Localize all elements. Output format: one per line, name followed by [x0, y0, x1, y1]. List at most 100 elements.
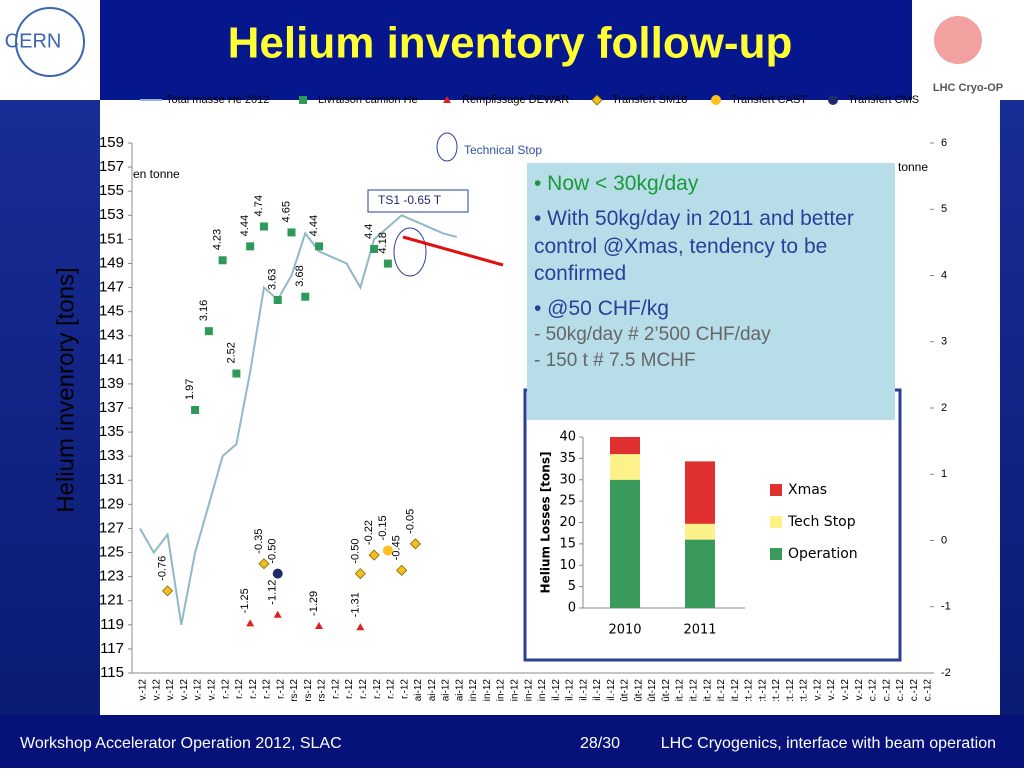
y-tick-label: 15 — [559, 536, 576, 551]
x-tick-label: it.-12 — [702, 679, 713, 702]
y2-tick-label: 6 — [941, 137, 947, 149]
legend-label: Total masse He 2012 — [166, 94, 269, 106]
annotation-ellipse — [393, 227, 427, 277]
x-tick-label: r.-12 — [248, 679, 259, 699]
marker-diamond — [368, 549, 380, 561]
marker-square — [259, 222, 268, 231]
legend-label: Operation — [788, 546, 858, 562]
data-label: 4.44 — [239, 215, 251, 236]
annotation: tonne — [898, 160, 928, 174]
data-label: -1.31 — [349, 592, 361, 617]
x-tick-label: r.-12 — [399, 679, 410, 699]
y2-tick-label: 1 — [941, 468, 947, 480]
data-label: -0.45 — [391, 535, 403, 560]
data-label: 3.68 — [294, 265, 306, 286]
y-tick-label: 133 — [99, 447, 124, 464]
x-tick-label: :t.-12 — [799, 679, 810, 702]
x-tick-label: v.-12 — [826, 679, 837, 701]
y2-tick-label: -2 — [941, 667, 951, 679]
legend-label: Transfert CMS — [848, 94, 919, 106]
data-label: -0.76 — [156, 556, 168, 581]
y-tick-label: 25 — [559, 494, 576, 509]
y-tick-label: 135 — [99, 423, 124, 440]
annotation: en tonne — [133, 167, 180, 181]
callout-item: • @50 CHF/kg — [534, 297, 669, 321]
x-tick-label: in-12 — [482, 679, 493, 702]
y-tick-label: 127 — [99, 519, 124, 536]
logo-left: CERN — [5, 30, 62, 52]
legend-label: Tech Stop — [787, 514, 856, 530]
y-tick-label: 121 — [99, 592, 124, 609]
x-tick-label: ût-12 — [647, 679, 658, 702]
marker-square — [315, 242, 324, 251]
y-tick-label: 151 — [99, 230, 124, 247]
bar-segment — [685, 523, 715, 540]
data-label: 1.97 — [184, 379, 196, 400]
header-band — [100, 0, 912, 100]
marker-triangle — [315, 621, 324, 629]
data-label: -0.35 — [253, 529, 265, 554]
y-tick-label: 149 — [99, 254, 124, 271]
data-label: -0.15 — [377, 515, 389, 540]
legend-swatch — [770, 516, 782, 528]
marker-square — [232, 369, 241, 378]
x-tick-label: v.-12 — [207, 679, 218, 701]
legend-label: Xmas — [788, 482, 827, 498]
y-tick-label: 153 — [99, 206, 124, 223]
x-tick-label: :t.-12 — [771, 679, 782, 702]
marker-square — [301, 292, 310, 301]
marker-circle — [382, 545, 393, 556]
x-tick-label: c.-12 — [868, 679, 879, 702]
y2-tick-label: -1 — [941, 601, 951, 613]
callout-sub: - 50kg/day # 2’500 CHF/day — [534, 324, 771, 346]
y-tick-label: 0 — [568, 601, 576, 616]
marker-diamond — [409, 538, 422, 550]
y-tick-label: 117 — [100, 640, 124, 657]
x-tick-label: ai-12 — [454, 679, 465, 702]
callout: • Now < 30kg/day • With 50kg/day in 2011… — [527, 163, 895, 420]
data-label: 4.23 — [212, 229, 224, 250]
y-tick-label: 145 — [99, 303, 124, 320]
data-label: 3.63 — [267, 269, 279, 290]
x-tick-label: rs-12 — [289, 679, 300, 702]
data-label: -1.12 — [267, 580, 279, 605]
marker-circle — [711, 95, 721, 105]
marker-square — [191, 405, 200, 414]
y-tick-label: 143 — [99, 327, 124, 344]
footer-left: Workshop Accelerator Operation 2012, SLA… — [20, 735, 342, 752]
x-tick-label: ai-12 — [427, 679, 438, 702]
marker-square — [204, 327, 213, 336]
data-label: -0.22 — [363, 520, 375, 545]
y-tick-label: 30 — [559, 472, 576, 487]
x-tick-label: r.-12 — [358, 679, 369, 699]
x-tick-label: r.-12 — [220, 679, 231, 699]
x-tick-label: c.-12 — [881, 679, 892, 702]
marker-circle — [272, 568, 283, 579]
y-tick-label: 5 — [568, 579, 576, 594]
legend-swatch — [770, 548, 782, 560]
callout-sub: - 150 t # 7.5 MCHF — [534, 350, 696, 372]
marker-square — [246, 242, 255, 251]
footer-band — [0, 715, 1024, 768]
marker-diamond — [161, 585, 174, 597]
y-tick-label: 20 — [559, 515, 576, 530]
y2-tick-label: 2 — [941, 402, 947, 414]
x-tick-label: 2011 — [683, 623, 716, 638]
legend-label: Livraison camion He — [318, 94, 418, 106]
annotation: TS1 -0.65 T — [378, 193, 442, 207]
y-tick-label: 129 — [99, 495, 124, 512]
x-tick-label: v.-12 — [165, 679, 176, 701]
x-tick-label: in-12 — [523, 679, 534, 702]
x-tick-label: v.-12 — [812, 679, 823, 701]
y2-tick-label: 5 — [941, 203, 947, 215]
data-label: -0.50 — [349, 539, 361, 564]
marker-triangle — [356, 623, 365, 631]
x-tick-label: :t.-12 — [785, 679, 796, 702]
x-tick-label: il.-12 — [606, 679, 617, 701]
y-tick-label: 139 — [99, 375, 124, 392]
logo-right: LHC Cryo-OP — [933, 82, 1003, 94]
y2-tick-label: 4 — [941, 269, 947, 281]
x-tick-label: r.-12 — [262, 679, 273, 699]
x-tick-label: ût-12 — [620, 679, 631, 702]
x-tick-label: it.-12 — [730, 679, 741, 702]
